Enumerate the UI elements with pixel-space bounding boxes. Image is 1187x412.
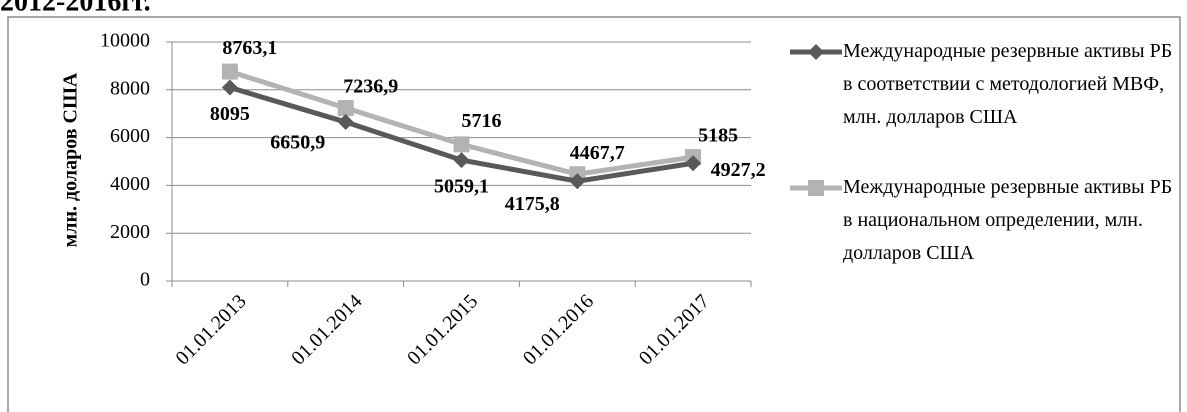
data-point (569, 173, 586, 190)
x-tick-label: 01.01.2014 (287, 290, 366, 369)
y-tick-label: 6000 (110, 125, 150, 147)
heading: 2012-2016гг. (0, 0, 151, 17)
data-label: 4175,8 (505, 193, 560, 215)
legend-entry: Международные резервные активы РБ в соот… (843, 40, 1173, 128)
data-point (453, 136, 470, 153)
data-label: 8095 (210, 103, 250, 125)
x-tick-label: 01.01.2013 (171, 290, 250, 369)
legend-marker (808, 44, 824, 60)
data-label: 4927,2 (711, 159, 766, 181)
data-label: 5716 (462, 110, 502, 132)
data-label: 8763,1 (222, 37, 277, 59)
data-label: 5059,1 (434, 176, 489, 198)
data-point (221, 79, 238, 96)
y-tick-label: 10000 (100, 30, 150, 52)
data-point (337, 100, 354, 117)
legend-entry: Международные резервные активы РБ в наци… (843, 176, 1173, 264)
y-tick-label: 4000 (110, 173, 150, 195)
data-point (337, 114, 354, 131)
data-label: 4467,7 (570, 142, 625, 164)
y-tick-label: 0 (140, 269, 150, 291)
data-label: 5185 (698, 125, 738, 147)
y-tick-label: 8000 (110, 77, 150, 99)
y-axis-label: млн. доларов США (60, 72, 82, 247)
x-tick-label: 01.01.2016 (519, 290, 598, 369)
data-point (221, 63, 238, 80)
data-label: 6650,9 (270, 132, 325, 154)
x-tick-label: 01.01.2015 (403, 290, 482, 369)
x-tick-label: 01.01.2017 (635, 290, 714, 369)
data-point (685, 155, 702, 172)
legend-marker (808, 180, 824, 196)
y-tick-label: 2000 (110, 221, 150, 243)
chart-frame (7, 16, 1181, 412)
data-point (453, 152, 470, 169)
data-label: 7236,9 (343, 76, 398, 98)
